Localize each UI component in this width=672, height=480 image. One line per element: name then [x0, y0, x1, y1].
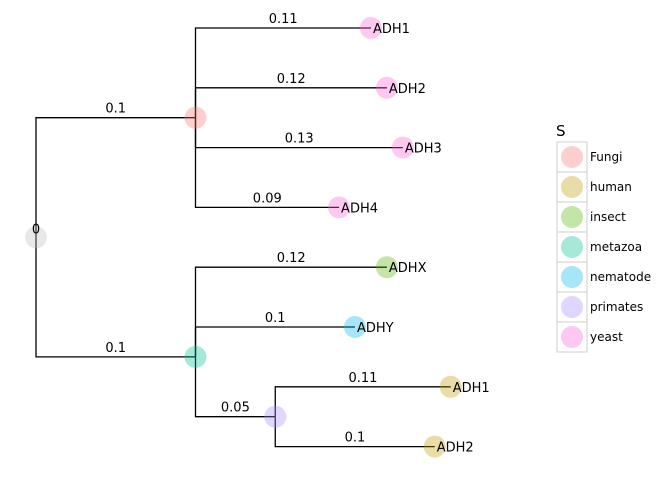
- tip-point: [423, 435, 446, 458]
- branch-line: [35, 237, 196, 358]
- branch-line: [194, 326, 355, 357]
- legend-key-box: [556, 141, 588, 353]
- tip-point: [375, 256, 398, 279]
- legend-swatch: [561, 326, 583, 348]
- root-label: 0: [32, 222, 40, 237]
- tree-branches: [35, 27, 451, 448]
- branch-length-label: 0.12: [277, 72, 306, 87]
- tip-label: ADH2: [437, 441, 474, 456]
- branch-length-label: 0.1: [265, 311, 286, 326]
- branch-line: [194, 87, 387, 118]
- legend-swatch: [561, 146, 583, 168]
- legend-item-label: Fungi: [590, 150, 622, 164]
- branch-line: [274, 416, 435, 448]
- legend-item-label: nematode: [590, 270, 651, 284]
- legend-title: S: [556, 122, 566, 140]
- legend-item-label: primates: [590, 300, 643, 314]
- tip-point: [391, 136, 414, 159]
- legend-swatch: [561, 266, 583, 288]
- branch-length-label: 0.1: [345, 431, 366, 446]
- tip-point: [328, 196, 351, 219]
- tree-nodes: [25, 17, 462, 458]
- tip-point: [344, 316, 366, 338]
- legend-swatch: [561, 176, 583, 198]
- tip-label: ADH4: [341, 201, 378, 216]
- tip-label: ADHY: [357, 321, 394, 336]
- node-point: [25, 226, 47, 249]
- node-point: [184, 345, 207, 368]
- legend: S Fungi human insect metazoa nematode primate…: [556, 122, 651, 353]
- legend-item-label: human: [590, 180, 632, 194]
- branch-length-label: 0.1: [105, 341, 126, 356]
- branch-length-label: 0.09: [253, 191, 282, 206]
- node-point: [184, 106, 207, 129]
- branch-line: [194, 117, 340, 209]
- tip-point: [359, 17, 382, 39]
- tip-label: ADH1: [373, 22, 410, 37]
- branch-length-label: 0.05: [221, 401, 250, 416]
- node-point: [264, 405, 287, 428]
- branch-length-label: 0.1: [105, 102, 126, 117]
- tree-labels: 0 0.1 0.1 0.11 ADH1 0.12 ADH2 0.13 ADH3 0.09 ADH4 0…: [32, 12, 490, 456]
- legend-swatch: [561, 206, 583, 228]
- tip-point: [439, 375, 462, 398]
- tip-label: ADH1: [453, 381, 490, 396]
- tip-label: ADH2: [389, 82, 426, 97]
- branch-length-label: 0.11: [348, 371, 377, 386]
- branch-line: [35, 117, 196, 238]
- legend-key-cell: [556, 321, 588, 353]
- tip-label: ADH3: [405, 142, 442, 157]
- legend-item-label: yeast: [590, 330, 623, 344]
- branch-length-label: 0.11: [269, 12, 298, 27]
- legend-item-label: insect: [590, 210, 626, 224]
- tip-label: ADHX: [389, 261, 427, 276]
- branch-length-label: 0.12: [277, 251, 306, 266]
- legend-swatch: [561, 296, 583, 318]
- branch-line: [194, 356, 276, 418]
- branch-line: [194, 266, 387, 357]
- branch-length-label: 0.13: [285, 132, 314, 147]
- branch-line: [274, 386, 451, 417]
- legend-swatch: [561, 236, 583, 258]
- legend-item-label: metazoa: [590, 240, 642, 254]
- tip-point: [375, 76, 398, 99]
